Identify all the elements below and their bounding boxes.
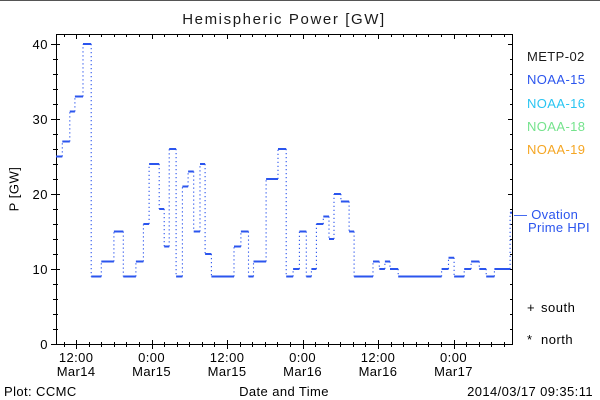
x-tick-label: 0:00 Mar15 <box>132 350 172 379</box>
legend-item-noaa-19: NOAA-19 <box>527 142 586 158</box>
north-label: north <box>541 332 574 347</box>
axis-ticks <box>51 35 512 349</box>
legend-item-noaa-18: NOAA-18 <box>527 118 586 134</box>
south-label: south <box>541 300 576 315</box>
y-tick-label: 10 <box>32 261 48 277</box>
y-tick-label: 20 <box>32 186 48 202</box>
x-tick-label: 12:00 Mar16 <box>358 350 398 379</box>
axes-box <box>56 34 513 345</box>
plot-timestamp: 2014/03/17 09:35:11 <box>467 384 593 399</box>
chart-title: Hemispheric Power [GW] <box>182 11 386 28</box>
ovation-legend-line1: — Ovation <box>514 207 578 222</box>
legend-north-marker: * north <box>527 332 573 347</box>
y-tick-label: 40 <box>32 36 48 52</box>
plot-credit: Plot: CCMC <box>4 384 77 399</box>
y-tick-label: 30 <box>32 111 48 127</box>
legend-item-noaa-16: NOAA-16 <box>527 95 586 111</box>
ovation-legend-line2: Prime HPI <box>528 220 590 235</box>
legend-south-marker: + south <box>527 300 575 315</box>
asterisk-marker-icon: * <box>527 332 533 347</box>
satellite-legend: METP-02 NOAA-15 NOAA-16 NOAA-18 NOAA-19 <box>527 45 585 161</box>
ovation-line-symbol: — <box>514 207 528 222</box>
hpi-step-connectors <box>61 44 511 277</box>
y-tick-label: 0 <box>40 337 48 352</box>
x-tick-label: 0:00 Mar16 <box>283 350 322 379</box>
hpi-step-levels <box>56 43 512 278</box>
legend-item-metp-02: METP-02 <box>527 49 585 64</box>
x-tick-label: 12:00 Mar15 <box>207 350 247 379</box>
x-tick-label: 0:00 Mar17 <box>434 350 473 379</box>
plus-marker-icon: + <box>527 300 536 315</box>
x-tick-label: 12:00 Mar14 <box>56 350 96 379</box>
x-axis-title: Date and Time <box>239 384 329 399</box>
ovation-label: Ovation <box>531 207 579 222</box>
legend-item-noaa-15: NOAA-15 <box>527 72 586 88</box>
